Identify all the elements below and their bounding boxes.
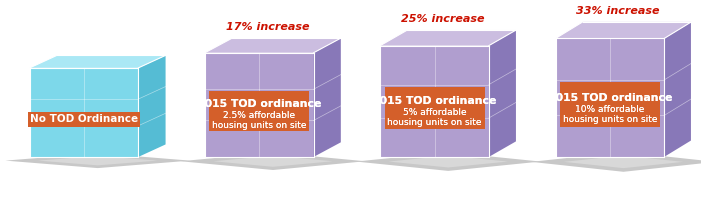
Polygon shape <box>531 152 701 172</box>
Polygon shape <box>29 68 139 157</box>
Text: 2015 TOD ordinance: 2015 TOD ordinance <box>547 93 672 103</box>
Polygon shape <box>385 87 484 129</box>
Text: 2015 TOD ordinance: 2015 TOD ordinance <box>372 96 497 106</box>
Text: 5% affordable
housing units on site: 5% affordable housing units on site <box>388 107 482 127</box>
Polygon shape <box>380 30 516 46</box>
Polygon shape <box>356 152 540 171</box>
Polygon shape <box>314 38 341 157</box>
Polygon shape <box>205 53 314 157</box>
Text: 2015 TOD ordinance: 2015 TOD ordinance <box>197 99 322 109</box>
Text: 17% increase: 17% increase <box>226 22 309 32</box>
Text: 10% affordable
housing units on site: 10% affordable housing units on site <box>563 105 657 124</box>
Polygon shape <box>210 91 309 131</box>
Text: 2015 TOD ordinance: 2015 TOD ordinance <box>372 96 497 106</box>
Polygon shape <box>388 156 508 167</box>
Polygon shape <box>38 156 158 165</box>
Text: 2015 TOD ordinance: 2015 TOD ordinance <box>547 93 672 103</box>
Polygon shape <box>213 156 333 167</box>
Polygon shape <box>380 46 489 157</box>
Polygon shape <box>556 38 665 157</box>
Polygon shape <box>489 30 516 157</box>
Text: No TOD Ordinance: No TOD Ordinance <box>30 114 138 124</box>
Text: 25% increase: 25% increase <box>401 14 484 24</box>
Polygon shape <box>6 153 190 168</box>
Text: 2.5% affordable
housing units on site: 2.5% affordable housing units on site <box>212 111 306 130</box>
Polygon shape <box>556 22 691 38</box>
Polygon shape <box>560 82 660 127</box>
Polygon shape <box>29 55 165 68</box>
Polygon shape <box>564 156 683 168</box>
Text: 2.5% affordable
housing units on site: 2.5% affordable housing units on site <box>212 111 306 130</box>
Polygon shape <box>181 152 365 170</box>
Text: 33% increase: 33% increase <box>576 6 660 15</box>
Text: 2015 TOD ordinance: 2015 TOD ordinance <box>197 99 322 109</box>
Polygon shape <box>205 38 341 53</box>
Polygon shape <box>139 55 165 157</box>
Text: 5% affordable
housing units on site: 5% affordable housing units on site <box>388 108 482 127</box>
Polygon shape <box>665 22 691 157</box>
Text: 10% affordable
housing units on site: 10% affordable housing units on site <box>563 105 657 124</box>
